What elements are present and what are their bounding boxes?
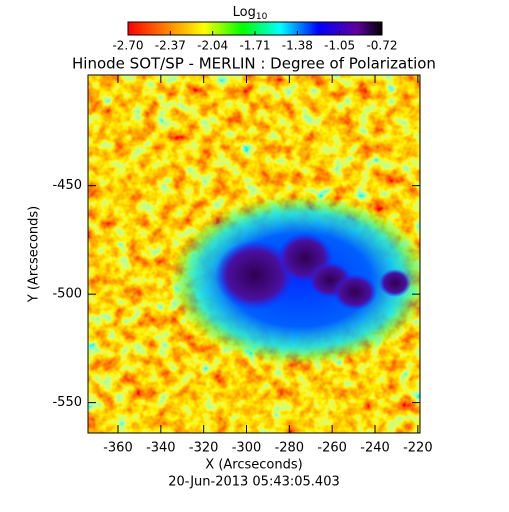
x-tick-label: -320 [189, 441, 219, 456]
chart-title: Hinode SOT/SP - MERLIN : Degree of Polar… [72, 55, 436, 73]
colorbar-label: Log10 [233, 5, 268, 22]
date-label: 20-Jun-2013 05:43:05.403 [168, 475, 340, 490]
colorbar-tick-label: -2.70 [112, 39, 143, 53]
y-tick-label: -550 [52, 395, 82, 410]
x-tick-label: -220 [403, 441, 433, 456]
plot-frame [87, 74, 421, 434]
x-tick-label: -360 [103, 441, 133, 456]
solar-image [88, 75, 420, 433]
colorbar-tick-label: -1.38 [282, 39, 313, 53]
y-tick-label: -500 [52, 287, 82, 302]
y-axis-label: Y (Arcseconds) [27, 206, 42, 303]
x-tick-label: -280 [275, 441, 305, 456]
colorbar-tick-label: -0.72 [366, 39, 397, 53]
x-tick-label: -340 [146, 441, 176, 456]
colorbar-tick-label: -2.04 [197, 39, 228, 53]
x-tick-label: -260 [317, 441, 347, 456]
x-axis-label: X (Arcseconds) [205, 458, 302, 473]
x-tick-label: -240 [360, 441, 390, 456]
colorbar-tick-label: -1.05 [324, 39, 355, 53]
y-tick-label: -450 [52, 178, 82, 193]
x-tick-label: -300 [232, 441, 262, 456]
colorbar-tick-label: -2.37 [155, 39, 186, 53]
colorbar-tick-label: -1.71 [239, 39, 270, 53]
